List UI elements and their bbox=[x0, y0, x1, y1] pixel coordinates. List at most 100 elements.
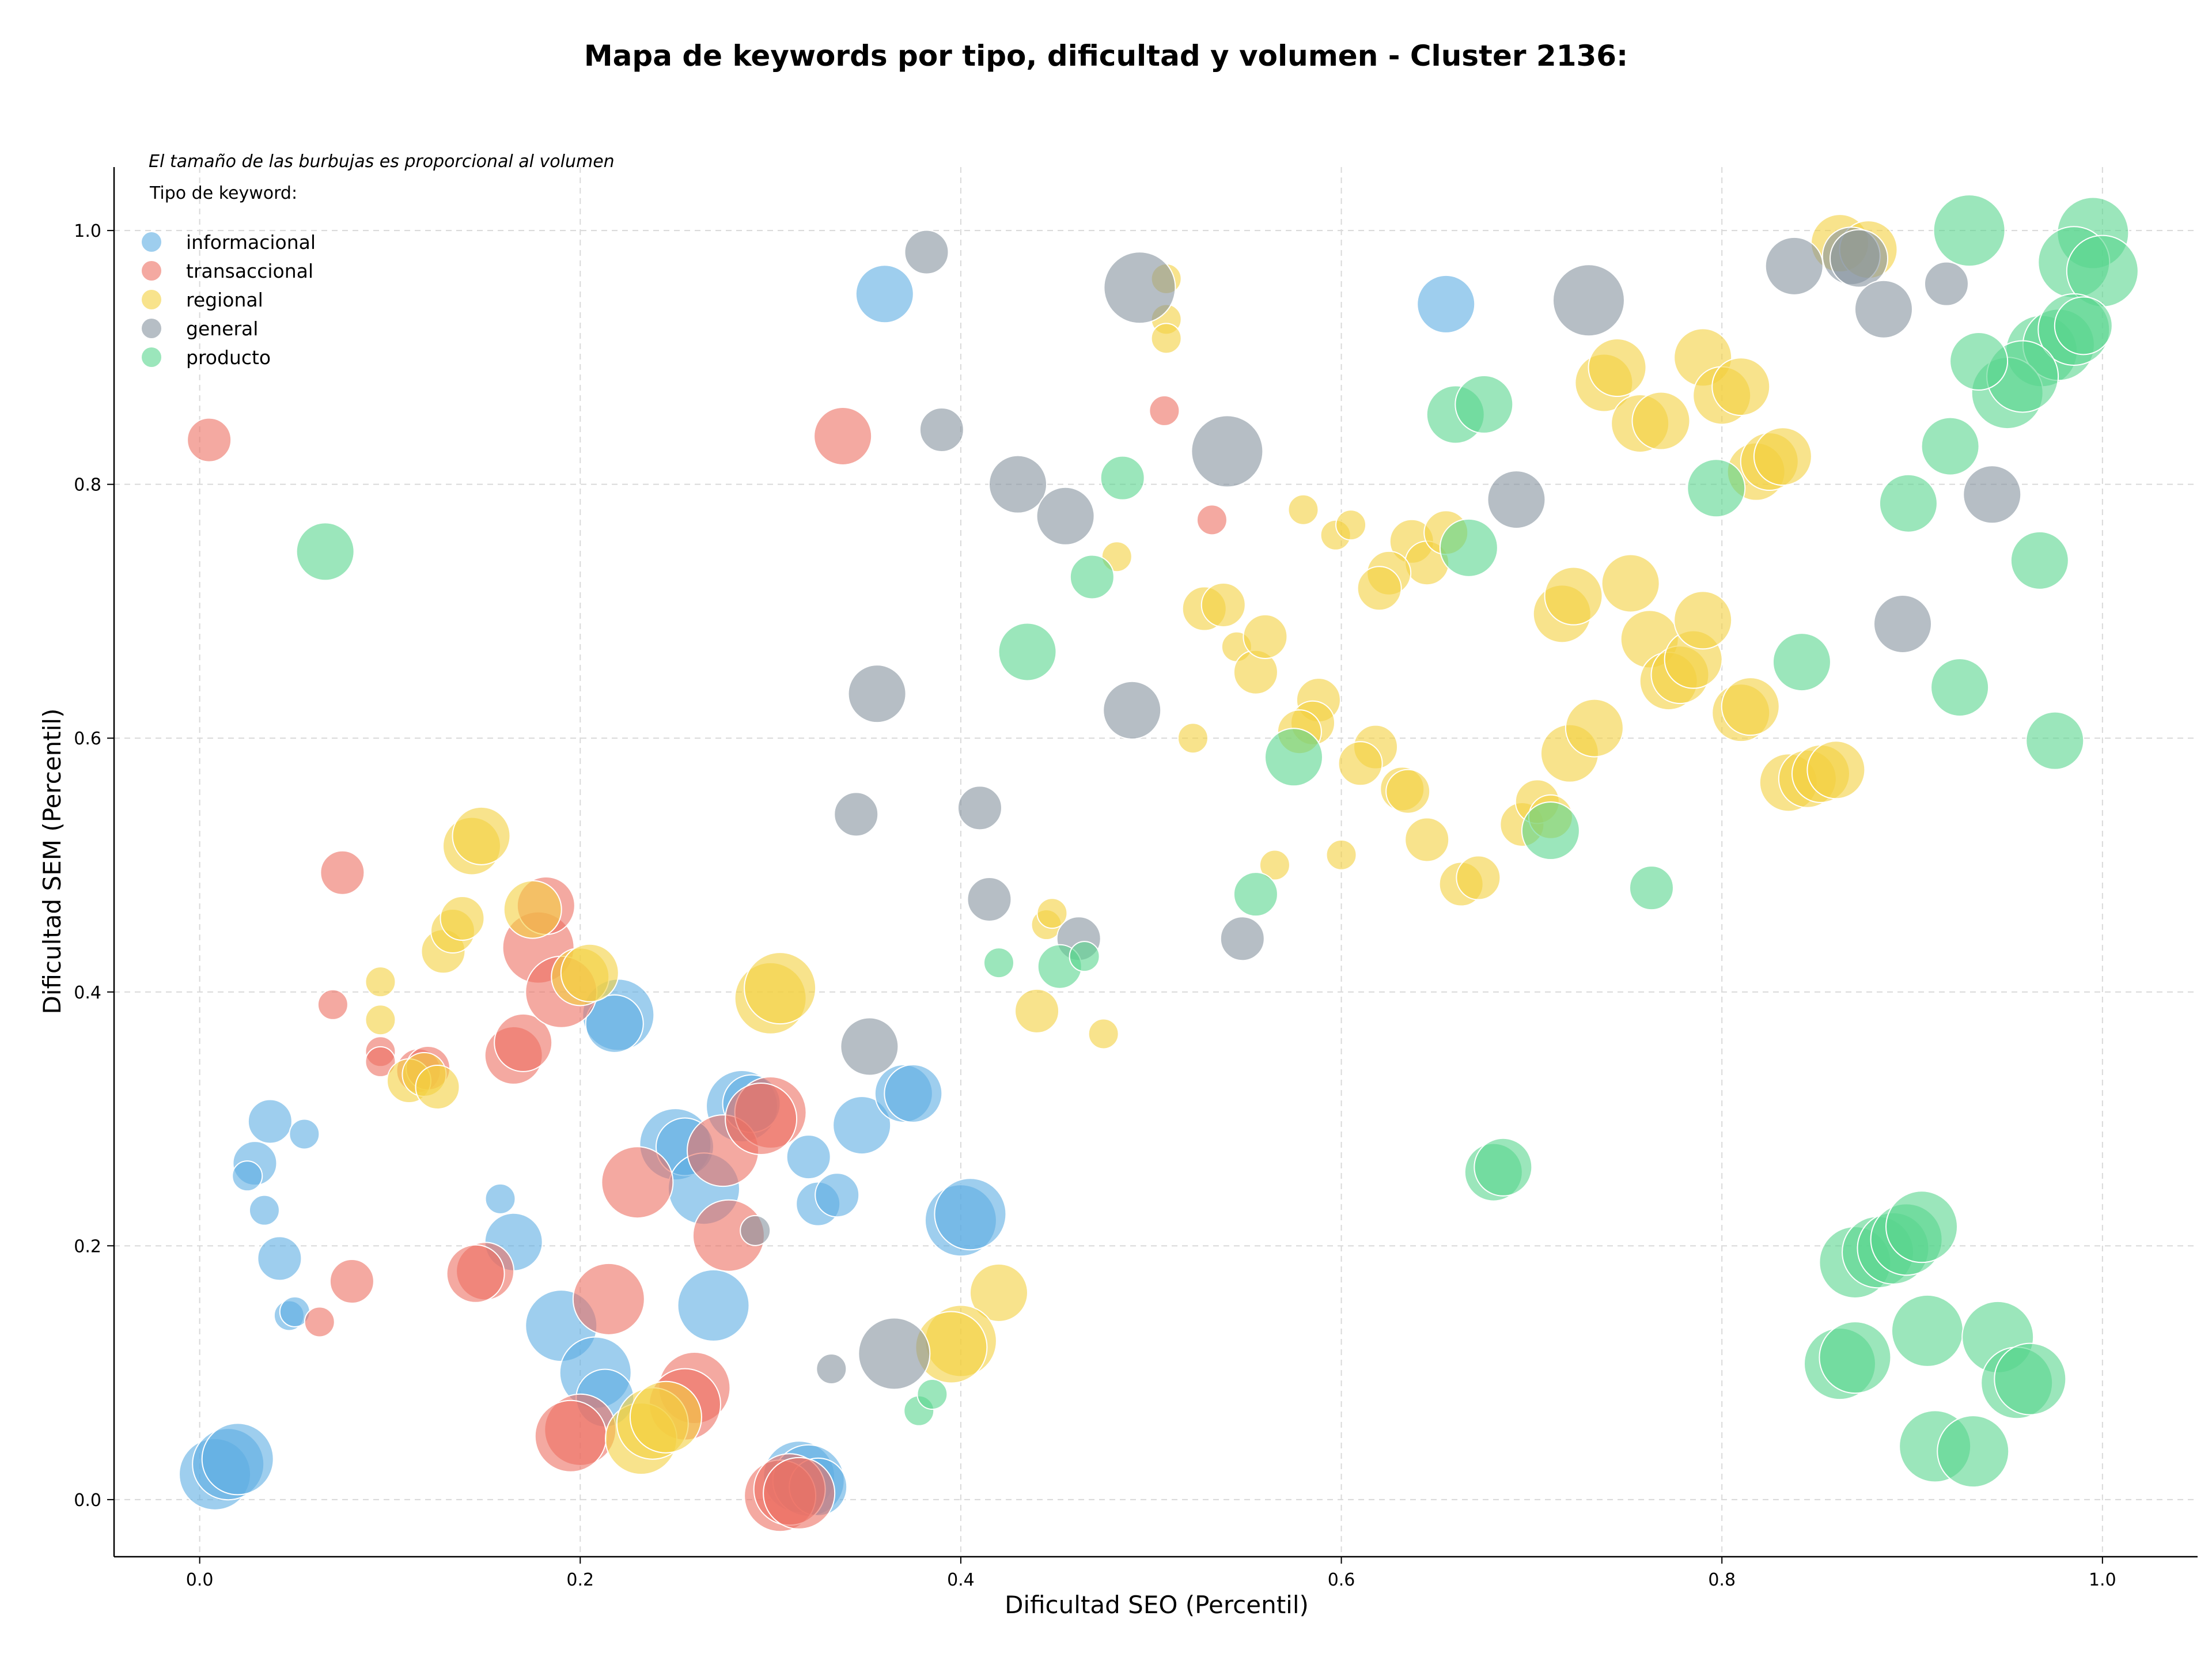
bubble-informacional bbox=[934, 1178, 1007, 1251]
legend-marker-general bbox=[142, 319, 161, 338]
y-tick-label: 0.4 bbox=[74, 983, 101, 1003]
bubble-regional bbox=[1601, 554, 1660, 613]
bubble-regional bbox=[1150, 323, 1182, 354]
bubble-producto bbox=[1687, 459, 1746, 518]
bubble-regional bbox=[1259, 849, 1290, 881]
bubble-producto bbox=[1921, 417, 1980, 476]
bubble-transaccional bbox=[446, 1244, 505, 1303]
bubble-producto bbox=[1933, 194, 2006, 267]
bubble-regional bbox=[1456, 855, 1501, 901]
bubble-informacional bbox=[832, 1096, 892, 1155]
y-tick-label: 0.2 bbox=[74, 1236, 101, 1257]
bubble-producto bbox=[2010, 531, 2069, 590]
chart-title: Mapa de keywords por tipo, dificultad y … bbox=[584, 39, 1628, 73]
bubble-regional bbox=[503, 880, 562, 939]
bubble-producto bbox=[998, 622, 1057, 682]
bubble-general bbox=[1103, 680, 1162, 740]
bubble-producto bbox=[1885, 1190, 1959, 1263]
bubble-producto bbox=[1878, 474, 1938, 533]
axes: 0.0 0.2 0.4 0.6 0.8 1.0 0.0 0.2 0.4 0.6 0.8 1.0 bbox=[74, 167, 2198, 1590]
y-axis-label: Dificultad SEM (Percentil) bbox=[38, 709, 66, 1015]
bubble-general bbox=[740, 1214, 771, 1246]
bubble-transaccional bbox=[317, 989, 349, 1020]
bubble-general bbox=[1036, 486, 1095, 546]
bubble-general bbox=[967, 876, 1012, 922]
bubble-regional bbox=[1544, 566, 1603, 626]
legend-marker-producto bbox=[142, 347, 161, 367]
bubble-producto bbox=[1439, 518, 1498, 577]
bubble-regional bbox=[560, 943, 619, 1002]
x-axis-label: Dificultad SEO (Percentil) bbox=[1005, 1591, 1309, 1619]
bubble-general bbox=[1487, 470, 1546, 529]
bubble-informacional bbox=[289, 1118, 320, 1150]
bubble-transaccional bbox=[320, 850, 365, 895]
bubble-informacional bbox=[1416, 274, 1476, 334]
bubble-producto bbox=[2054, 296, 2113, 355]
bubble-producto bbox=[1264, 728, 1323, 787]
bubble-regional bbox=[365, 1004, 396, 1036]
legend-label-transaccional: transaccional bbox=[186, 260, 313, 282]
x-tick-label: 0.4 bbox=[947, 1570, 975, 1590]
bubble-regional bbox=[1177, 722, 1209, 754]
bubble-producto bbox=[1930, 658, 1990, 717]
bubble-producto bbox=[1891, 1294, 1964, 1367]
bubble-regional bbox=[1673, 591, 1733, 650]
bubble-regional bbox=[744, 952, 817, 1025]
bubble-regional bbox=[452, 806, 511, 865]
bubble-regional bbox=[1385, 769, 1431, 814]
bubble-general bbox=[1191, 415, 1264, 488]
bubble-general bbox=[1923, 261, 1969, 307]
bubble-general bbox=[858, 1317, 931, 1390]
bubble-general bbox=[988, 455, 1048, 514]
bubble-general bbox=[904, 229, 949, 275]
bubble-producto bbox=[1949, 332, 2009, 391]
bubble-general bbox=[840, 1017, 899, 1076]
bubble-informacional bbox=[257, 1236, 302, 1281]
bubble-transaccional bbox=[1149, 395, 1180, 426]
bubble-transaccional bbox=[601, 1146, 674, 1219]
bubble-informacional bbox=[884, 1064, 943, 1123]
bubble-general bbox=[1219, 916, 1265, 962]
bubble-regional bbox=[1088, 1018, 1119, 1050]
bubbles bbox=[179, 194, 2139, 1533]
bubble-producto bbox=[983, 947, 1014, 979]
bubble-transaccional bbox=[534, 1399, 607, 1473]
bubble-regional bbox=[1243, 614, 1288, 660]
x-tick-label: 0.8 bbox=[1708, 1570, 1736, 1590]
bubble-informacional bbox=[677, 1269, 750, 1342]
bubble-transaccional bbox=[329, 1259, 374, 1304]
bubble-regional bbox=[1287, 494, 1319, 525]
bubble-informacional bbox=[247, 1099, 293, 1144]
bubble-informacional bbox=[815, 1172, 860, 1218]
bubble-transaccional bbox=[494, 1013, 553, 1072]
bubble-producto bbox=[1069, 554, 1115, 600]
bubble-regional bbox=[629, 1380, 702, 1454]
bubble-producto bbox=[1474, 1137, 1533, 1197]
legend-label-regional: regional bbox=[186, 289, 263, 311]
bubble-general bbox=[1873, 594, 1933, 653]
bubble-regional bbox=[1588, 338, 1647, 398]
bubble-regional bbox=[1711, 357, 1771, 417]
bubble-regional bbox=[365, 966, 396, 998]
y-tick-label: 0.6 bbox=[74, 729, 101, 749]
bubble-general bbox=[1854, 279, 1913, 339]
bubble-general bbox=[834, 792, 879, 837]
bubble-producto bbox=[1069, 941, 1100, 973]
bubble-producto bbox=[1628, 865, 1674, 911]
bubble-producto bbox=[296, 522, 355, 581]
bubble-transaccional bbox=[187, 417, 232, 463]
bubble-regional bbox=[1565, 698, 1624, 758]
legend-label-producto: producto bbox=[186, 346, 271, 369]
bubble-regional bbox=[1200, 582, 1246, 627]
legend-label-general: general bbox=[186, 317, 258, 340]
bubble-transaccional bbox=[813, 406, 873, 466]
x-tick-label: 1.0 bbox=[2089, 1570, 2116, 1590]
bubble-informacional bbox=[201, 1422, 274, 1496]
bubble-informacional bbox=[232, 1160, 263, 1192]
bubble-informacional bbox=[855, 264, 914, 324]
bubble-transaccional bbox=[1196, 504, 1228, 536]
bubble-regional bbox=[1335, 509, 1367, 541]
bubble-producto bbox=[1772, 633, 1831, 692]
bubble-regional bbox=[1357, 566, 1402, 611]
bubble-regional bbox=[1631, 391, 1691, 451]
